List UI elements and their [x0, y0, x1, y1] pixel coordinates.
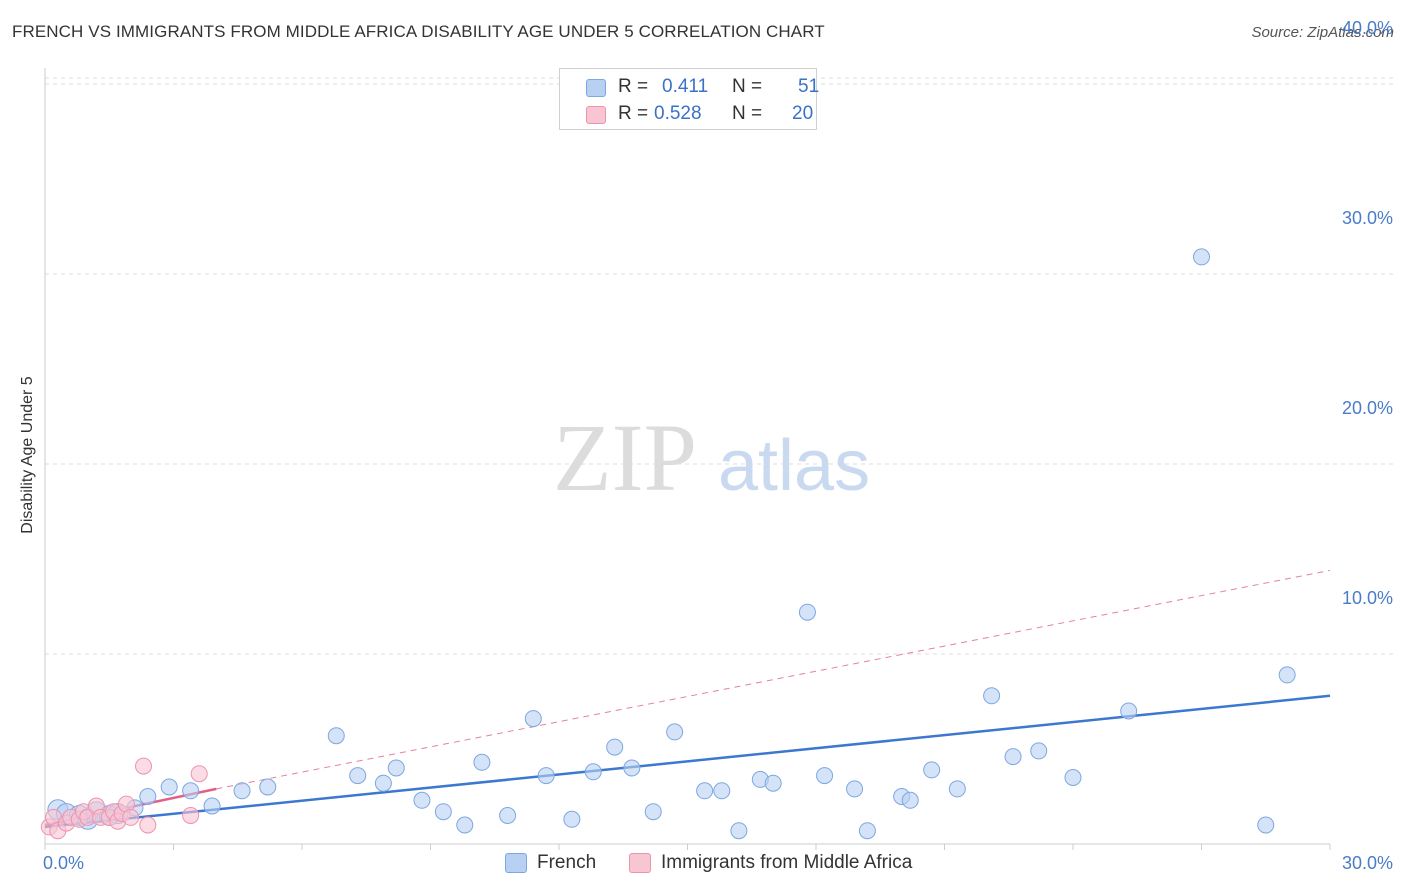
- source-label: Source: ZipAtlas.com: [1251, 24, 1394, 41]
- immigrants-point: [135, 757, 153, 775]
- french-point: [537, 767, 555, 785]
- french-point: [1030, 742, 1048, 760]
- y-tick-label: 10.0%: [1342, 588, 1393, 608]
- french-point: [923, 761, 941, 779]
- french-point: [233, 782, 251, 800]
- french-point: [713, 782, 731, 800]
- french-point: [901, 791, 919, 809]
- french-point: [1004, 748, 1022, 766]
- legend-french-swatch: [505, 853, 527, 873]
- french-point: [623, 759, 641, 777]
- french-point: [798, 603, 816, 621]
- legend-french-label: French: [537, 852, 597, 873]
- french-point: [203, 797, 221, 815]
- french-r-label: R =: [618, 76, 649, 97]
- french-point: [434, 803, 452, 821]
- y-tick-label: 40.0%: [1342, 18, 1393, 38]
- french-point: [846, 780, 864, 798]
- chart-title: FRENCH VS IMMIGRANTS FROM MIDDLE AFRICA …: [12, 22, 825, 41]
- french-point: [730, 822, 748, 840]
- french-point: [666, 723, 684, 741]
- french-point: [983, 687, 1001, 705]
- french-point: [948, 780, 966, 798]
- french-point: [563, 810, 581, 828]
- legend-immigrants-swatch: [629, 853, 651, 873]
- french-point: [1193, 248, 1210, 266]
- french-point: [374, 774, 392, 792]
- immigrants-r-value: 0.528: [654, 103, 702, 124]
- stats-box: R = 0.411 N = 51 R = 0.528 N = 20: [559, 68, 820, 130]
- french-point: [1120, 702, 1138, 720]
- french-point: [139, 788, 157, 805]
- french-swatch: [586, 79, 606, 97]
- french-point: [473, 753, 491, 771]
- french-trend-line: [44, 694, 1331, 829]
- tick-labels: 10.0% 20.0% 30.0% 40.0% 0.0% 30.0%: [43, 18, 1393, 873]
- immigrants-trend-extension: [216, 569, 1331, 790]
- immigrants-point: [139, 816, 157, 834]
- french-point: [160, 778, 178, 796]
- y-tick-label: 20.0%: [1342, 398, 1393, 418]
- french-point: [456, 816, 474, 834]
- french-point: [349, 767, 367, 785]
- french-point: [644, 803, 662, 821]
- french-point: [1064, 769, 1082, 786]
- french-point: [387, 759, 405, 777]
- watermark-atlas: atlas: [718, 426, 870, 506]
- legend-immigrants-label: Immigrants from Middle Africa: [661, 852, 913, 873]
- immigrants-r-label: R =: [618, 103, 649, 124]
- french-point: [1278, 666, 1296, 684]
- watermark-zip: ZIP: [553, 404, 697, 511]
- french-point: [606, 738, 624, 756]
- french-n-value: 51: [798, 76, 820, 97]
- french-point: [259, 778, 277, 796]
- immigrants-point: [122, 808, 140, 826]
- immigrants-swatch: [586, 106, 606, 124]
- x-tick-label: 30.0%: [1342, 853, 1393, 873]
- immigrants-point: [190, 765, 208, 783]
- french-point: [499, 807, 517, 824]
- french-point: [858, 822, 876, 840]
- french-point: [696, 782, 714, 800]
- grid-lines: [45, 77, 1395, 655]
- french-point: [764, 774, 782, 792]
- french-point: [816, 767, 834, 785]
- immigrants-n-value: 20: [792, 103, 814, 124]
- french-r-value: 0.411: [662, 76, 709, 97]
- french-point: [327, 727, 345, 745]
- data-points: [40, 248, 1296, 840]
- french-point: [413, 791, 431, 809]
- x-tick-label: 0.0%: [43, 853, 84, 873]
- immigrants-point: [182, 807, 200, 824]
- french-point: [182, 782, 200, 800]
- y-tick-label: 30.0%: [1342, 208, 1393, 228]
- axes: [44, 68, 1331, 850]
- french-point: [1257, 816, 1275, 834]
- immigrants-n-label: N =: [732, 103, 763, 124]
- french-point: [524, 710, 542, 728]
- french-n-label: N =: [732, 76, 763, 97]
- french-point: [584, 763, 602, 781]
